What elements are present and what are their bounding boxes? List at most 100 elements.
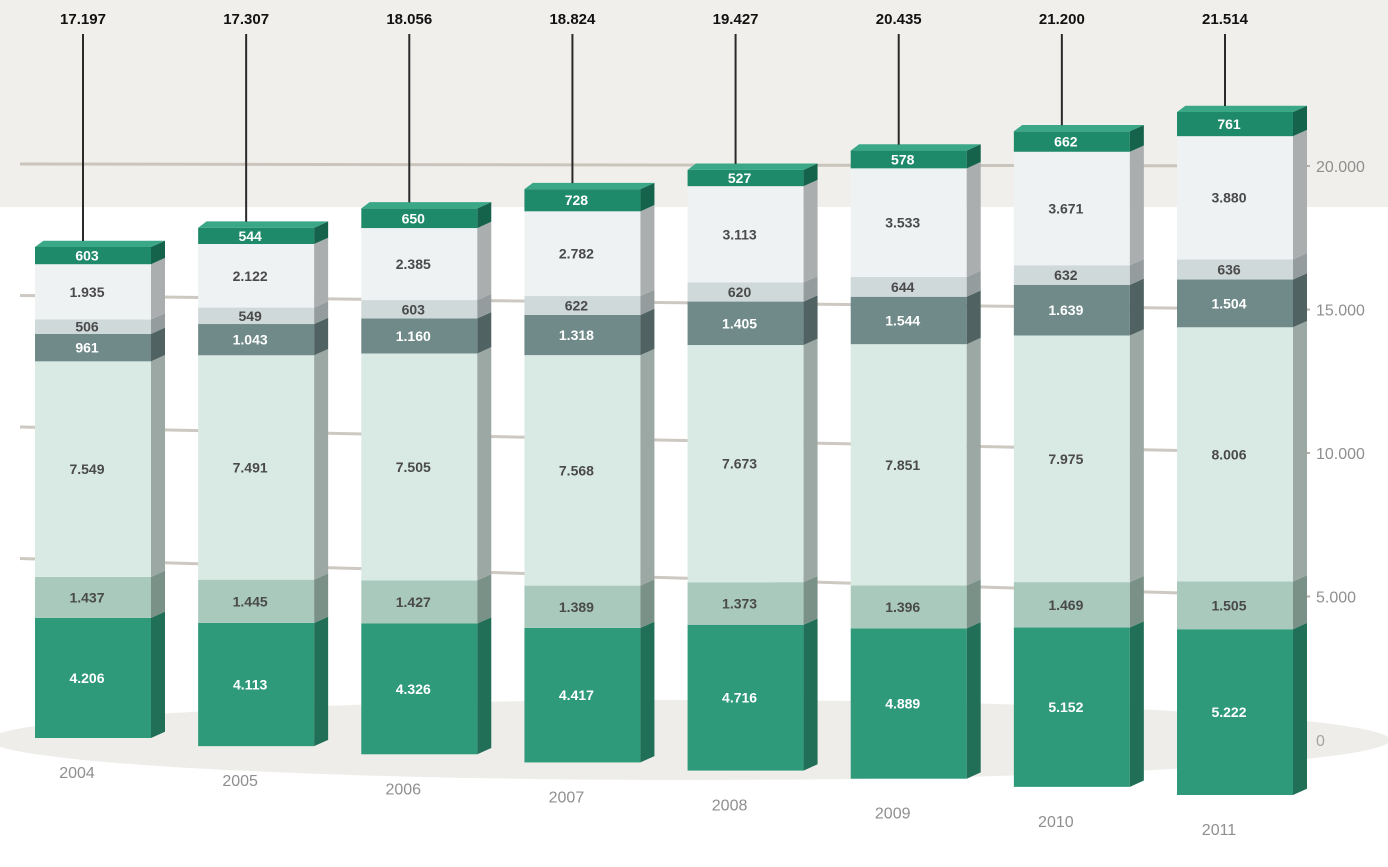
bar-segment — [1013, 265, 1130, 285]
segment-value-label: 632 — [1054, 267, 1078, 283]
segment-value-label: 7.549 — [69, 461, 104, 477]
year-label: 2011 — [1202, 822, 1237, 839]
y-tick-label: 5.000 — [1316, 590, 1356, 607]
segment-value-label: 4.206 — [69, 670, 104, 686]
segment-value-label: 1.043 — [233, 332, 268, 348]
segment-value-label: 2.122 — [233, 268, 268, 284]
bar-segment — [850, 585, 967, 629]
bar-segment-side — [966, 144, 981, 169]
segment-value-label: 1.389 — [559, 599, 594, 615]
bar-segment-side — [640, 621, 655, 763]
segment-value-label: 7.851 — [885, 457, 920, 473]
bar-segment — [361, 318, 478, 354]
segment-value-label: 3.671 — [1048, 201, 1083, 217]
bar-segment — [198, 579, 315, 623]
bar-segment — [361, 300, 478, 319]
segment-value-label: 4.326 — [396, 681, 431, 697]
bar-segment — [687, 345, 804, 583]
bar-segment — [361, 623, 478, 755]
segment-value-label: 527 — [728, 170, 752, 186]
segment-value-label: 761 — [1217, 116, 1241, 132]
segment-value-label: 728 — [565, 192, 589, 208]
bar-segment-side — [1129, 124, 1144, 152]
bar-segment-side — [803, 179, 818, 283]
bar-segment — [198, 324, 315, 356]
segment-value-label: 620 — [728, 284, 752, 300]
segment-value-label: 549 — [238, 308, 262, 324]
segment-value-label: 3.880 — [1211, 190, 1246, 206]
bar-segment — [850, 276, 967, 297]
bar-segment-side — [803, 618, 818, 771]
segment-value-label: 644 — [891, 279, 915, 295]
bar-segment — [1177, 327, 1293, 582]
total-value-label: 18.824 — [549, 11, 596, 28]
segment-value-label: 636 — [1217, 261, 1241, 277]
bar-top-cap — [35, 240, 165, 247]
segment-value-label: 1.160 — [396, 328, 431, 344]
total-value-label: 21.514 — [1202, 11, 1249, 28]
segment-value-label: 7.505 — [396, 459, 431, 475]
bar-segment — [1177, 279, 1293, 328]
total-value-label: 17.197 — [60, 11, 106, 28]
segment-value-label: 506 — [75, 319, 99, 335]
bar-segment-side — [966, 162, 981, 277]
y-tick-label: 0 — [1316, 733, 1325, 750]
segment-value-label: 961 — [75, 340, 99, 356]
bar-segment-side — [314, 616, 329, 747]
bar-segment-side — [151, 611, 165, 738]
segment-value-label: 4.113 — [233, 677, 267, 693]
bar-segment — [35, 319, 151, 334]
bar-segment-side — [1129, 145, 1144, 266]
bar-segment — [850, 168, 967, 277]
bar-segment — [361, 228, 478, 301]
year-label: 2008 — [712, 798, 748, 815]
bar-segment — [198, 355, 315, 580]
bar-top-cap — [198, 221, 329, 228]
bar-segment-side — [640, 182, 655, 212]
bar-segment-side — [151, 313, 165, 334]
bar-segment — [687, 282, 804, 302]
bar-segment — [1177, 112, 1293, 137]
bar-segment-side — [314, 221, 329, 245]
segment-value-label: 578 — [891, 151, 915, 167]
bar-segment — [198, 307, 315, 325]
bar-segment — [850, 150, 967, 169]
bar-segment — [361, 208, 478, 229]
y-tick-label: 10.000 — [1316, 446, 1365, 463]
bar-segment — [1013, 335, 1130, 583]
bar-segment — [1013, 131, 1130, 152]
bar-segment-side — [640, 348, 655, 586]
bar-segment — [850, 628, 967, 779]
bar-segment — [361, 580, 478, 624]
bar-segment — [1013, 151, 1130, 266]
segment-value-label: 4.417 — [559, 687, 594, 703]
bar-segment-side — [803, 575, 818, 625]
bar-segment — [198, 622, 315, 747]
segment-value-label: 1.544 — [885, 312, 920, 328]
segment-value-label: 2.782 — [559, 246, 594, 262]
year-label: 2005 — [222, 773, 258, 790]
year-label: 2006 — [385, 781, 421, 798]
bar-segment — [1013, 582, 1130, 628]
bar-segment-side — [314, 317, 329, 356]
segment-value-label: 1.427 — [396, 594, 431, 610]
bar-segment-side — [1293, 320, 1307, 582]
bar-segment-side — [477, 574, 492, 624]
bar-segment — [687, 624, 804, 771]
bar-segment-side — [803, 276, 818, 302]
bar-segment-side — [477, 221, 492, 301]
bar-top-cap — [361, 202, 492, 209]
segment-value-label: 1.437 — [69, 589, 104, 605]
total-value-label: 19.427 — [713, 11, 759, 28]
segment-value-label: 1.469 — [1048, 597, 1083, 613]
bar-segment-side — [477, 347, 492, 581]
segment-value-label: 2.385 — [396, 256, 431, 272]
y-tick-label: 15.000 — [1316, 303, 1365, 320]
bar-segment-side — [1293, 273, 1307, 328]
bar-segment-side — [1129, 575, 1144, 628]
bar-segment — [198, 244, 315, 308]
bar-segment — [524, 314, 641, 356]
segment-value-label: 3.533 — [885, 215, 920, 231]
bar-segment-side — [314, 301, 329, 325]
bar-segment-side — [1129, 621, 1144, 787]
